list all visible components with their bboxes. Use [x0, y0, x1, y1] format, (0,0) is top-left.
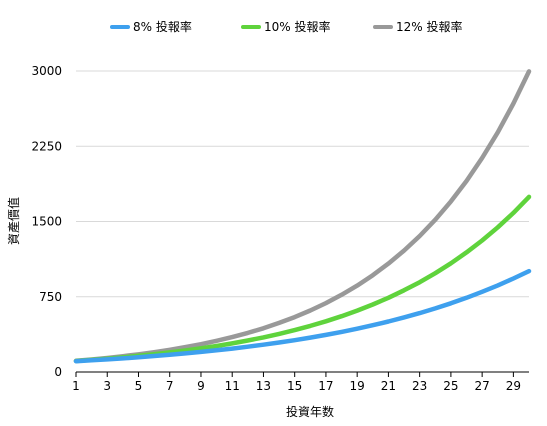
legend: 8% 投報率 10% 投報率 12% 投報率 [110, 19, 463, 34]
y-tick-label: 750 [39, 290, 62, 304]
x-tick-label: 25 [443, 379, 458, 393]
x-tick-label: 11 [225, 379, 240, 393]
x-tick-label: 5 [135, 379, 143, 393]
x-axis-label: 投資年数 [286, 404, 334, 419]
y-tick-label: 1500 [31, 215, 62, 229]
y-axis-label: 資產價值 [6, 197, 21, 245]
y-tick-label: 3000 [31, 64, 62, 78]
x-tick-label: 19 [350, 379, 365, 393]
x-tick-label: 21 [381, 379, 396, 393]
x-tick-label: 15 [287, 379, 302, 393]
x-tick-label: 9 [197, 379, 205, 393]
x-tick-label: 1 [72, 379, 80, 393]
series-line-2 [73, 69, 532, 364]
y-tick-label: 0 [54, 365, 62, 379]
series-line-0 [73, 268, 532, 364]
series-lines [73, 69, 532, 364]
legend-label: 12% 投報率 [396, 19, 463, 34]
x-tick-label: 27 [474, 379, 489, 393]
x-tick-label: 29 [506, 379, 521, 393]
y-axis-ticks: 0 750 1500 2250 3000 [31, 64, 62, 379]
x-tick-label: 23 [412, 379, 427, 393]
x-tick-label: 13 [256, 379, 271, 393]
x-tick-label: 17 [318, 379, 333, 393]
grid [76, 70, 529, 373]
x-axis-ticks: 1 3 5 7 9 11 13 15 17 19 21 23 25 27 29 [72, 372, 521, 393]
x-tick-label: 7 [166, 379, 174, 393]
legend-label: 10% 投報率 [264, 19, 331, 34]
x-tick-label: 3 [103, 379, 111, 393]
y-tick-label: 2250 [31, 139, 62, 153]
legend-label: 8% 投報率 [133, 19, 192, 34]
